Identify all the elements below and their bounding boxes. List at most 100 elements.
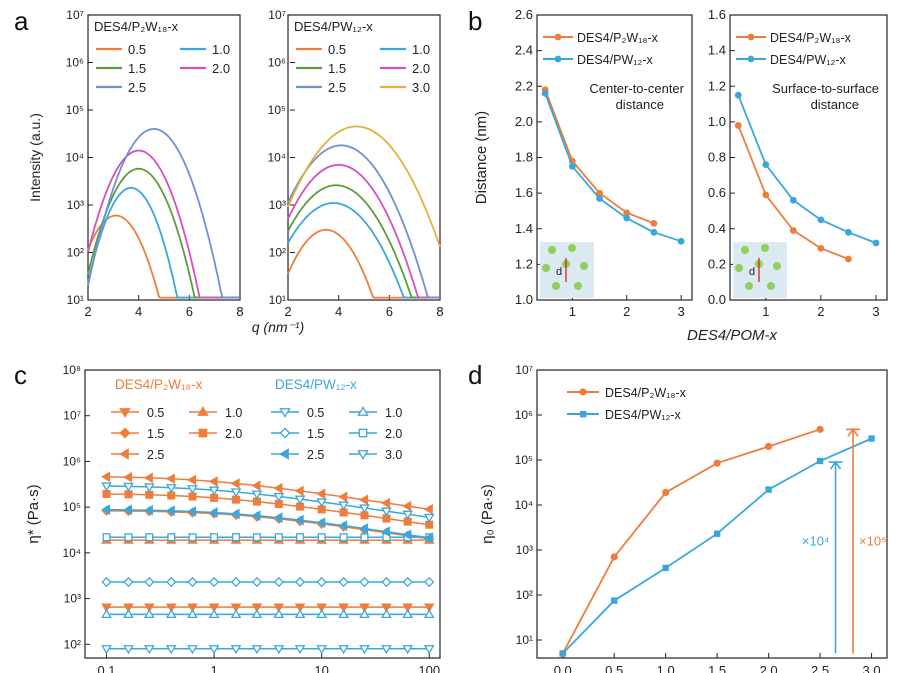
data-marker — [187, 576, 198, 588]
data-marker — [402, 529, 412, 540]
data-marker — [273, 482, 283, 494]
data-marker — [381, 645, 392, 655]
x-tick-label: 1.5 — [708, 663, 726, 673]
panel-letter: a — [14, 6, 29, 36]
data-marker — [359, 603, 370, 613]
y-tick-label: 0.0 — [708, 292, 726, 307]
data-marker — [187, 485, 198, 495]
data-marker — [144, 576, 155, 588]
y-axis-label: η* (Pa·s) — [25, 484, 42, 543]
data-marker — [208, 507, 218, 518]
data-point — [559, 650, 566, 657]
legend-label: 2.0 — [385, 427, 402, 441]
data-marker — [198, 428, 208, 438]
data-marker — [338, 501, 349, 511]
legend-label: 1.5 — [128, 61, 146, 76]
y-tick-label: 10⁵ — [515, 453, 533, 467]
data-marker — [251, 490, 263, 500]
y-tick-label: 0.2 — [708, 256, 726, 271]
data-marker — [251, 603, 263, 613]
data-marker — [208, 603, 220, 613]
data-marker — [380, 497, 391, 509]
x-tick-label: 2 — [84, 304, 91, 319]
data-marker — [294, 485, 304, 497]
data-marker — [187, 645, 198, 655]
inset-particle — [773, 262, 781, 270]
inset-label: d — [749, 266, 755, 278]
data-marker — [381, 507, 392, 517]
data-point — [816, 425, 824, 433]
data-marker — [358, 494, 369, 506]
data-point — [765, 486, 772, 493]
saxs-curve — [287, 202, 440, 299]
data-point — [762, 191, 770, 199]
y-tick-label: 1.0 — [708, 114, 726, 129]
legend-label: 2.5 — [307, 448, 324, 462]
x-tick-label: 1 — [210, 663, 217, 673]
x-tick-label: 6 — [386, 304, 393, 319]
plot-frame — [287, 14, 441, 301]
legend-label: 1.5 — [307, 427, 324, 441]
data-marker — [279, 448, 289, 460]
legend-marker — [579, 388, 587, 396]
data-marker — [423, 513, 435, 523]
data-marker — [143, 608, 155, 619]
data-marker — [424, 576, 435, 588]
data-marker — [359, 504, 370, 514]
x-axis-label: q (nm⁻¹) — [252, 319, 305, 335]
data-marker — [166, 576, 177, 588]
legend-label: 1.0 — [225, 406, 242, 420]
data-marker — [167, 491, 176, 500]
data-marker — [402, 500, 412, 512]
data-point — [623, 214, 631, 222]
data-marker — [119, 427, 131, 439]
data-point — [650, 220, 658, 227]
data-marker — [423, 645, 435, 655]
data-point — [650, 228, 658, 236]
data-marker — [122, 504, 133, 516]
data-marker — [123, 482, 134, 492]
data-point — [765, 442, 773, 451]
legend-label: 2.0 — [412, 61, 430, 76]
data-point — [816, 457, 824, 465]
y-tick-label: 10² — [67, 246, 84, 260]
y-tick-label: 10¹ — [269, 293, 286, 307]
saxs-curve — [287, 164, 440, 299]
y-tick-label: 0.8 — [708, 150, 726, 165]
data-marker — [102, 489, 111, 498]
data-point — [817, 216, 825, 224]
panel-c: 0.1 1 10 100 10² 10³ 10⁴ 10⁵ 10⁶ 10⁷ 10⁸ η* (Pa·s) D… — [25, 363, 441, 673]
data-marker — [230, 576, 242, 588]
data-point — [623, 209, 631, 217]
saxs-curve — [87, 167, 240, 299]
data-marker — [208, 476, 218, 487]
y-tick-label: 2.0 — [515, 114, 533, 129]
fold-arrow-head — [847, 427, 859, 437]
inset-particle — [745, 282, 753, 290]
legend-label: DES4/PW₁₂-x — [770, 53, 846, 67]
data-point — [845, 255, 852, 263]
data-point — [662, 488, 670, 497]
distance-type-label-2: distance — [616, 97, 664, 112]
data-marker — [188, 533, 197, 542]
saxs-curve — [287, 125, 441, 248]
legend-label: DES4/PW₁₂-x — [605, 408, 681, 422]
data-marker — [165, 608, 177, 619]
legend-label: 2.5 — [128, 80, 146, 95]
y-tick-label: 10² — [64, 637, 81, 651]
saxs-curve — [287, 144, 440, 299]
x-tick-label: 8 — [436, 304, 443, 319]
panel-b-right: 1 2 3 0.0 0.2 0.4 0.6 0.8 1.0 1.2 1.4 1.6 DES4/P₂W₁₈… — [708, 7, 888, 319]
data-marker — [165, 645, 177, 655]
fold-annotation: ×10⁴ — [802, 534, 830, 549]
data-point — [662, 564, 669, 572]
data-marker — [359, 576, 370, 588]
saxs-curve — [87, 214, 240, 299]
data-marker — [119, 448, 129, 460]
data-marker — [143, 603, 155, 613]
legend-label: 2.0 — [225, 427, 242, 441]
data-marker — [197, 406, 209, 416]
data-marker — [252, 533, 261, 542]
inset-particle — [548, 246, 556, 254]
data-marker — [143, 483, 155, 493]
